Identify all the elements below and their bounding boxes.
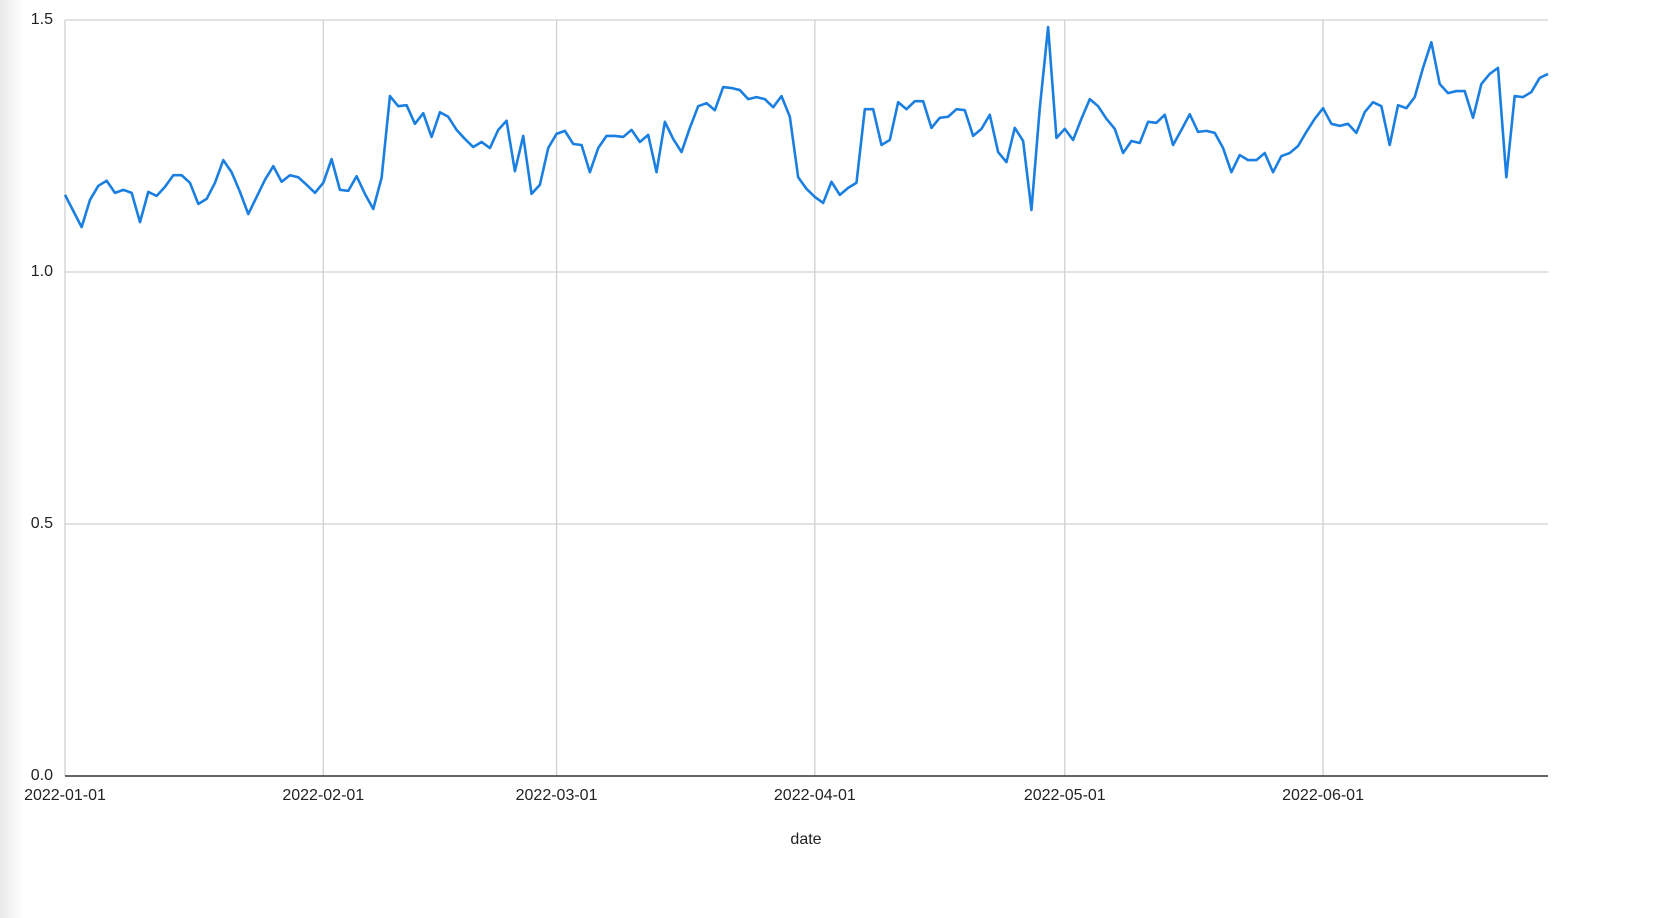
edge-shade [0,0,22,918]
x-tick-label: 2022-04-01 [774,787,856,804]
x-tick-label: 2022-03-01 [516,787,598,804]
x-tick-label: 2022-06-01 [1282,787,1364,804]
y-tick-label: 1.5 [31,11,53,28]
y-tick-label: 0.5 [31,515,53,532]
y-tick-label: 1.0 [31,263,53,280]
x-tick-label: 2022-05-01 [1024,787,1106,804]
x-axis-label: date [790,831,821,848]
y-tick-label: 0.0 [31,767,53,784]
x-tick-label: 2022-01-01 [24,787,106,804]
data-line [63,25,1549,229]
x-tick-label: 2022-02-01 [282,787,364,804]
